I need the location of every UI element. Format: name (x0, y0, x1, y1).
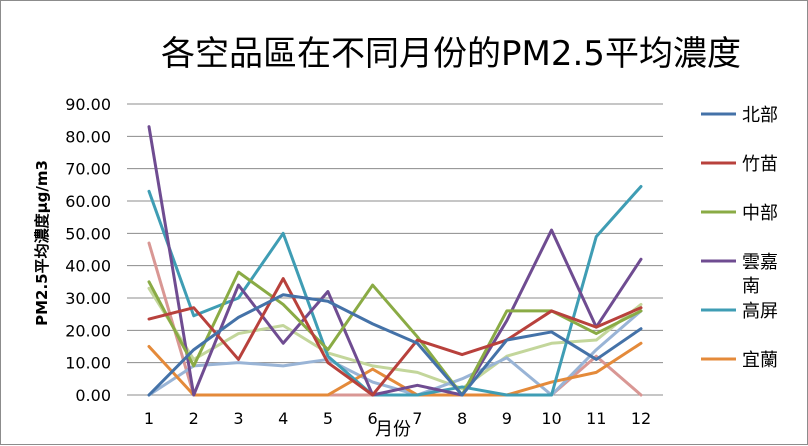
legend-label: 竹苗 (742, 154, 778, 175)
x-tick-label: 11 (586, 409, 606, 428)
x-tick-label: 9 (502, 409, 512, 428)
series-line (147, 125, 643, 397)
y-tick-label: 40.00 (65, 257, 111, 276)
series-line (147, 341, 643, 397)
y-tick-label: 10.00 (65, 354, 111, 373)
gridlines (127, 103, 663, 396)
y-tick-label: 90.00 (65, 95, 111, 114)
y-tick-label: 70.00 (65, 160, 111, 179)
x-tick-label: 2 (189, 409, 199, 428)
legend-label: 宜蘭 (742, 350, 778, 371)
y-tick-label: 20.00 (65, 321, 111, 340)
x-axis-label: 月份 (375, 419, 411, 440)
y-axis-label: PM2.5平均濃度μg/m3 (33, 160, 51, 326)
y-tick-label: 50.00 (65, 224, 111, 243)
x-tick-label: 12 (631, 409, 651, 428)
x-tick-label: 10 (541, 409, 561, 428)
legend-label: 高屏 (742, 301, 778, 322)
x-tick-label: 3 (233, 409, 243, 428)
y-tick-label: 30.00 (65, 289, 111, 308)
x-tick-label: 7 (412, 409, 422, 428)
series-line (147, 309, 643, 397)
legend-label: 北部 (742, 105, 778, 126)
chart-title: 各空品區在不同月份的PM2.5平均濃度 (161, 34, 741, 74)
x-tick-label: 8 (457, 409, 467, 428)
x-axis-ticks: 1 2 3 4 5 6 7 8 9 10 11 12 (144, 409, 651, 428)
y-axis-ticks: 0.00 10.00 20.00 30.00 40.00 50.00 60.00 70.00 8… (65, 95, 111, 405)
x-tick-label: 5 (323, 409, 333, 428)
series-lines (147, 125, 643, 397)
series-line (147, 293, 643, 397)
y-tick-label: 0.00 (75, 386, 111, 405)
y-tick-label: 80.00 (65, 127, 111, 146)
series-line (147, 277, 643, 397)
x-tick-label: 6 (368, 409, 378, 428)
legend-label: 雲嘉 (742, 252, 778, 273)
y-tick-label: 60.00 (65, 192, 111, 211)
legend-label-continued: 南 (742, 276, 760, 297)
x-tick-label: 4 (278, 409, 288, 428)
legend-label: 中部 (742, 203, 778, 224)
x-tick-label: 1 (144, 409, 154, 428)
